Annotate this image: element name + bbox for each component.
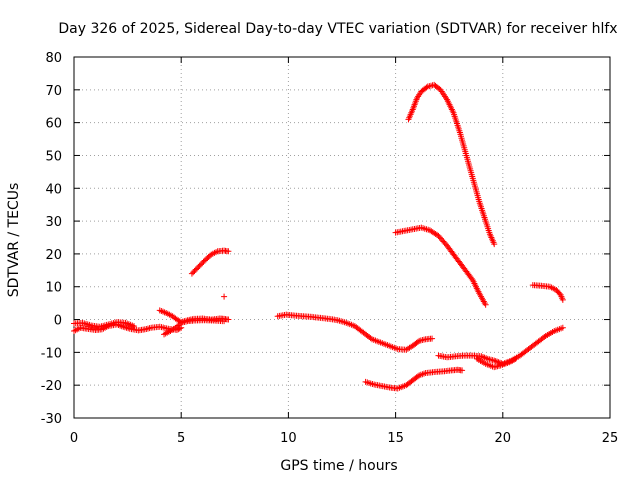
- y-tick-label: 10: [45, 281, 62, 296]
- data-point: [367, 335, 374, 342]
- y-axis-label: SDTVAR / TECUs: [6, 183, 22, 298]
- x-tick-label: 20: [495, 431, 512, 446]
- y-tick-label: -10: [41, 346, 62, 361]
- data-points: [71, 81, 566, 392]
- y-tick-label: 30: [45, 215, 62, 230]
- data-point: [225, 316, 232, 323]
- y-tick-label: 0: [54, 314, 62, 329]
- data-point: [225, 248, 232, 255]
- y-tick-label: 40: [45, 182, 62, 197]
- data-point: [173, 323, 180, 330]
- x-tick-label: 10: [280, 431, 297, 446]
- plot-frame: [73, 56, 611, 419]
- data-point: [221, 293, 228, 300]
- data-point: [541, 334, 548, 341]
- data-point: [188, 270, 195, 277]
- data-point: [559, 324, 566, 331]
- gridlines: [74, 57, 610, 418]
- data-point: [196, 262, 203, 269]
- data-point: [492, 358, 499, 365]
- data-point: [221, 318, 228, 325]
- data-point: [491, 357, 498, 364]
- data-point: [482, 301, 489, 308]
- data-point: [423, 84, 430, 91]
- y-tick-label: -20: [41, 379, 62, 394]
- y-tick-label: 20: [45, 248, 62, 263]
- chart-title: Day 326 of 2025, Sidereal Day-to-day VTE…: [58, 21, 617, 37]
- y-tick-label: 50: [45, 149, 62, 164]
- data-point: [429, 335, 436, 342]
- data-point: [191, 267, 198, 274]
- y-tick-label: 70: [45, 84, 62, 99]
- x-tick-label: 25: [602, 431, 619, 446]
- data-point: [468, 275, 475, 282]
- data-point: [559, 296, 566, 303]
- data-point: [194, 265, 201, 272]
- axis-ticks: 0 5 10 15 20 25 -30 -20 -10 0 10 20 30 40 50 60 70 80: [41, 51, 619, 446]
- x-tick-label: 15: [387, 431, 404, 446]
- data-point: [199, 260, 206, 267]
- data-point: [197, 261, 204, 268]
- y-tick-label: -30: [41, 412, 62, 427]
- data-point: [491, 241, 498, 248]
- x-tick-label: 5: [177, 431, 185, 446]
- x-tick-label: 0: [70, 431, 78, 446]
- y-tick-label: 60: [45, 117, 62, 132]
- data-point: [190, 269, 197, 276]
- y-tick-label: 80: [45, 51, 62, 66]
- data-point: [195, 264, 202, 271]
- x-axis-label: GPS time / hours: [280, 458, 397, 474]
- data-point: [192, 266, 199, 273]
- data-point: [414, 338, 421, 345]
- data-point: [459, 367, 466, 374]
- data-point: [176, 321, 183, 328]
- data-point: [131, 323, 138, 330]
- data-point: [512, 355, 519, 362]
- data-point: [175, 322, 182, 329]
- data-point: [495, 359, 502, 366]
